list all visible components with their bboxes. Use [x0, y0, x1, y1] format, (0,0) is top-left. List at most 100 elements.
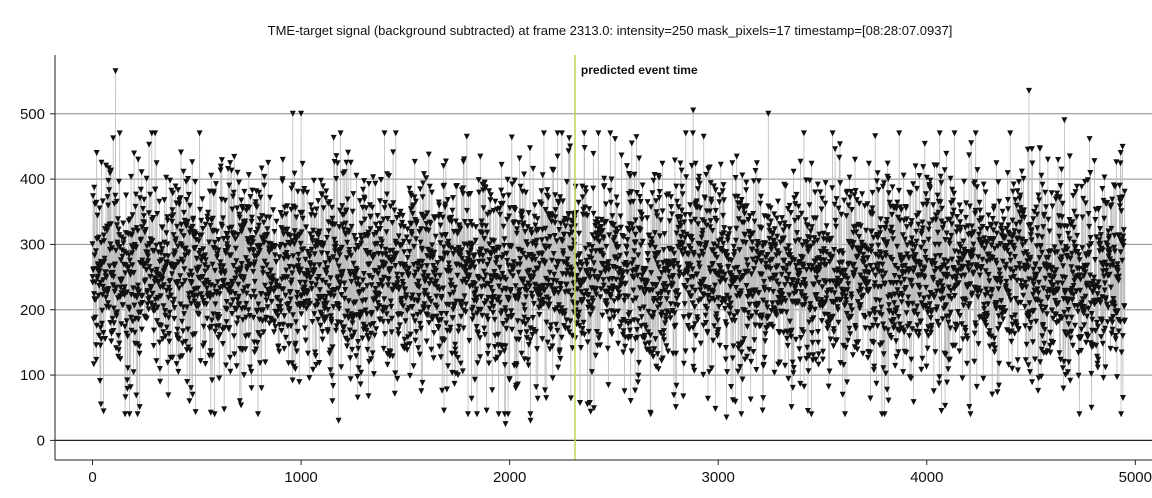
data-point: [569, 332, 576, 339]
data-point: [536, 312, 543, 318]
data-point: [218, 157, 225, 164]
data-point: [792, 201, 799, 208]
data-point: [1064, 223, 1071, 230]
data-point: [688, 162, 695, 169]
data-point: [542, 259, 549, 266]
data-point: [667, 315, 674, 322]
data-point: [601, 175, 608, 182]
data-point: [923, 174, 930, 181]
data-point: [859, 350, 866, 357]
data-point: [160, 303, 167, 310]
data-point: [760, 395, 767, 402]
data-point: [872, 251, 879, 258]
data-point: [490, 207, 497, 214]
data-point: [647, 411, 654, 418]
data-point: [472, 224, 479, 231]
data-point: [306, 253, 313, 260]
data-point: [853, 197, 860, 204]
data-point: [937, 199, 944, 206]
data-point: [490, 310, 496, 316]
data-point: [435, 325, 442, 332]
data-point: [936, 130, 943, 137]
data-point: [797, 335, 804, 341]
data-point: [759, 243, 766, 250]
data-point: [872, 133, 879, 140]
data-point: [917, 262, 923, 269]
data-point: [124, 365, 131, 372]
data-point: [745, 268, 751, 275]
data-point: [401, 249, 408, 256]
data-point: [1070, 283, 1077, 289]
data-point: [586, 206, 593, 213]
data-point: [1102, 325, 1109, 332]
data-point: [630, 198, 637, 205]
data-point: [954, 322, 961, 329]
data-point: [700, 251, 707, 258]
data-point: [802, 283, 809, 290]
data-point: [179, 281, 186, 288]
data-point: [750, 230, 756, 237]
data-point: [486, 257, 493, 264]
data-point: [336, 224, 343, 231]
data-point: [283, 267, 290, 274]
data-point: [670, 273, 677, 279]
data-point: [523, 335, 530, 342]
data-point: [1055, 318, 1062, 325]
data-point: [579, 183, 586, 190]
data-point: [675, 204, 682, 211]
data-point: [828, 235, 835, 242]
data-point: [712, 187, 719, 194]
data-point: [299, 209, 306, 216]
data-point: [993, 260, 1000, 267]
data-point: [665, 348, 672, 355]
data-point: [714, 333, 721, 340]
data-point: [200, 246, 207, 253]
data-point: [459, 255, 465, 262]
data-point: [669, 247, 676, 254]
data-point: [409, 210, 416, 217]
data-point: [847, 194, 853, 201]
data-point: [526, 267, 533, 274]
data-point: [627, 334, 634, 340]
data-point: [624, 163, 630, 170]
data-point: [305, 350, 311, 357]
data-point: [284, 274, 291, 281]
data-point: [188, 300, 195, 307]
data-point: [655, 264, 662, 271]
data-point: [262, 359, 269, 366]
data-point: [1053, 267, 1060, 274]
data-point: [925, 324, 932, 331]
data-point: [1074, 249, 1081, 255]
data-point: [819, 284, 826, 291]
data-point: [1052, 297, 1059, 304]
data-point: [419, 247, 426, 254]
data-point: [481, 325, 488, 332]
data-point: [467, 247, 474, 254]
data-point: [917, 318, 924, 325]
data-point: [634, 264, 641, 271]
data-point: [113, 313, 120, 320]
data-point: [422, 278, 428, 285]
data-point: [1004, 197, 1011, 203]
data-point: [469, 222, 476, 229]
data-point: [806, 177, 813, 184]
data-point: [608, 176, 615, 183]
data-point: [489, 288, 496, 295]
data-point: [691, 304, 698, 311]
data-point: [880, 365, 887, 372]
data-point: [825, 323, 832, 330]
data-point: [991, 245, 998, 252]
data-point: [948, 296, 955, 302]
data-point: [797, 380, 804, 387]
data-point: [1114, 374, 1120, 381]
data-point: [1064, 369, 1071, 376]
data-point: [297, 279, 304, 286]
data-point: [553, 238, 560, 245]
data-point: [487, 192, 494, 199]
data-point: [213, 228, 220, 235]
data-point: [738, 411, 745, 418]
data-point: [249, 236, 256, 243]
data-point: [707, 208, 713, 215]
data-point: [406, 341, 413, 348]
data-point: [710, 289, 717, 296]
